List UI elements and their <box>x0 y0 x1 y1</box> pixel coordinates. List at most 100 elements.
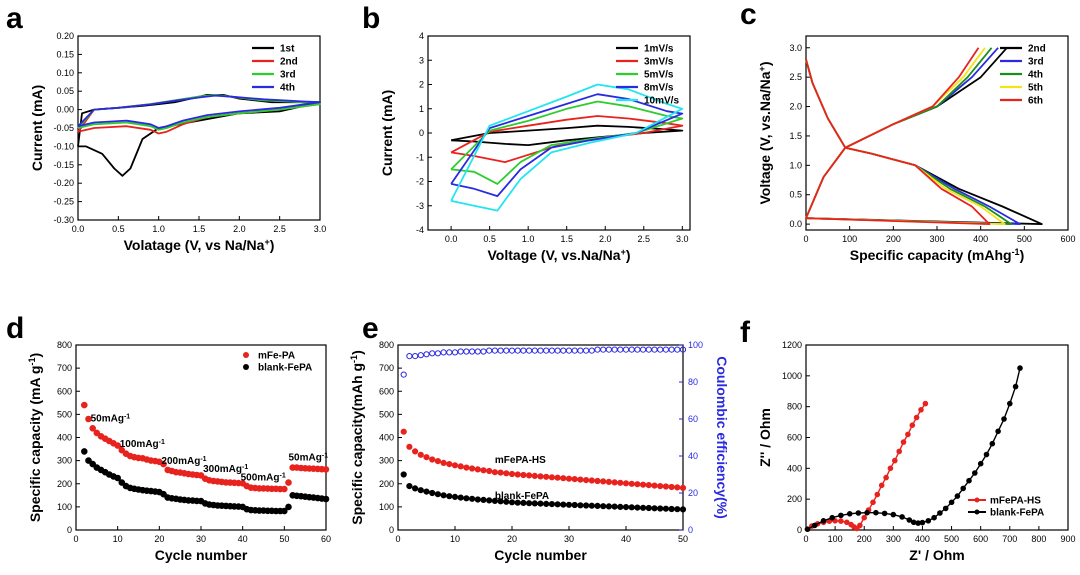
y-axis-label-e: Specific capacity(mAh g-1) <box>349 350 365 525</box>
legend-entry: blank-FePA <box>258 363 312 374</box>
annotation-text: 100mAg <box>120 439 159 450</box>
x-axis-label-f: Z' / Ohm <box>909 547 964 563</box>
data-point <box>423 488 430 495</box>
x-tick-label: 20 <box>154 534 164 544</box>
data-point <box>583 477 590 484</box>
panel-label-c: c <box>740 0 757 31</box>
data-point <box>942 505 949 512</box>
data-point <box>892 457 898 464</box>
y-tick-label: -0.30 <box>53 215 74 225</box>
panel-b: b 0.0 0.5 1.0 1.5 2.0 2.5 3.0 -4 -3 -2 -1 0 1 2 3 4 1mV/s… <box>362 2 691 244</box>
data-point <box>543 500 550 507</box>
legend-entry: 8mV/s <box>644 83 674 94</box>
data-point <box>322 466 330 473</box>
x-axis-label-b-text: Voltage (V, vs.Na/Na <box>488 247 621 263</box>
y-tick-label: 0.10 <box>56 68 74 78</box>
data-point <box>417 451 424 458</box>
data-point <box>662 346 670 353</box>
y-tick-label: 0 <box>389 525 394 535</box>
panel-e: e0 10 20 30 40 500100200300400500600700800020… <box>362 312 730 544</box>
x-tick-label: 1.5 <box>560 234 573 244</box>
y-axis-label-c-text: Voltage (V, vs.Na/Na <box>757 71 773 204</box>
data-point <box>668 505 675 513</box>
annotation-text: 300mAg <box>203 464 242 475</box>
x-tick-label: 400 <box>915 534 930 544</box>
annotation-sup: -1 <box>124 413 130 420</box>
legend-entry: 2nd <box>1028 44 1046 55</box>
data-point <box>412 485 419 492</box>
data-point <box>668 483 675 491</box>
data-point <box>114 474 121 482</box>
data-point <box>918 407 924 413</box>
y-axis-label-e-end: ) <box>349 350 365 355</box>
data-point <box>622 346 630 353</box>
data-point <box>1001 416 1007 422</box>
data-point <box>417 352 424 359</box>
data-point <box>583 347 590 354</box>
data-point <box>406 443 413 450</box>
data-point <box>628 346 635 353</box>
data-point <box>674 484 681 491</box>
data-point <box>285 503 292 511</box>
legend-entry: mFePA-HS <box>990 496 1041 507</box>
data-point <box>900 439 907 445</box>
annotation-text: 50mAg <box>91 413 124 424</box>
data-point <box>417 487 424 494</box>
y-axis-label-b: Current (mA) <box>379 90 395 176</box>
legend-entry: 2nd <box>280 57 298 68</box>
y-axis-label-c-end: ) <box>757 62 773 67</box>
data-point <box>434 350 441 357</box>
x-tick-label: 2.0 <box>233 224 246 234</box>
data-point <box>554 347 561 354</box>
x-axis-label-d-text: Cycle number <box>155 547 248 563</box>
data-point <box>81 448 88 455</box>
x-tick-label: 0.5 <box>483 234 496 244</box>
y-axis-label-d-text: Specific capacity (mA g <box>27 366 43 523</box>
x-tick-label: 2.5 <box>273 224 286 234</box>
data-point <box>571 347 578 354</box>
data-point <box>977 460 984 467</box>
legend-marker <box>243 352 249 358</box>
data-point <box>954 493 961 499</box>
x-axis-label-f-text: Z' / Ohm <box>909 547 964 563</box>
data-point <box>463 495 470 502</box>
data-point <box>412 353 419 360</box>
data-point <box>480 467 487 474</box>
data-point <box>508 499 516 506</box>
data-point <box>679 484 687 491</box>
y-tick-label: -0.05 <box>53 123 74 133</box>
panel-a: a 0.0 0.5 1.0 1.5 2.0 2.5 3.0 -0.30 -0.25 -0.20 -0.… <box>6 2 326 234</box>
y-tick-label: -1 <box>416 152 424 162</box>
y2-tick-label: 100 <box>688 340 703 350</box>
data-point <box>526 472 533 479</box>
legend-marker <box>974 509 980 515</box>
series-line-b-4 <box>450 83 684 212</box>
y-tick-label: 0 <box>67 525 72 535</box>
y-tick-label: 2.0 <box>789 102 802 112</box>
y-axis-label-f-text: Z'' / Ohm <box>757 408 773 467</box>
legend-entry: 4th <box>280 83 295 94</box>
y-tick-label: 200 <box>787 494 802 504</box>
data-point <box>913 414 920 421</box>
data-point <box>429 489 436 497</box>
x-tick-label: 900 <box>1060 534 1075 544</box>
data-point <box>887 465 894 472</box>
data-point <box>864 509 870 516</box>
data-point <box>600 478 607 485</box>
x-tick-label: 100 <box>842 234 857 244</box>
data-point <box>948 499 955 506</box>
data-point <box>651 346 658 353</box>
panel-c: c 0 100 200 300 400 500 600 0.0 0.5 1.0 1.5 2.0 2.5 3.… <box>740 0 1076 244</box>
annotation-text: mFePA-HS <box>495 455 546 466</box>
legend-entry: 3rd <box>1028 57 1044 68</box>
data-point <box>457 348 464 355</box>
x-tick-label: 600 <box>973 534 988 544</box>
y2-tick-label: 20 <box>688 488 698 498</box>
data-point <box>520 471 527 479</box>
series-line-a-3 <box>77 94 321 129</box>
series-e-1 <box>400 471 687 513</box>
y-tick-label: 4 <box>419 31 424 41</box>
y-tick-label: 1000 <box>782 371 802 381</box>
data-point <box>577 476 584 483</box>
data-point <box>160 490 167 498</box>
